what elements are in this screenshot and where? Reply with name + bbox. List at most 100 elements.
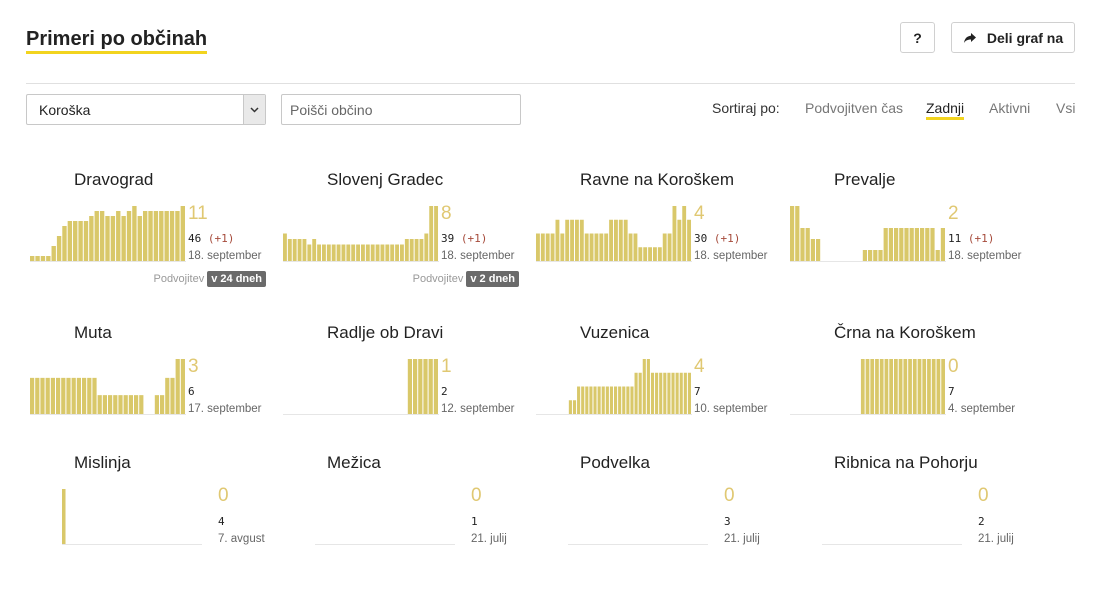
chart-bar xyxy=(865,359,870,414)
chart-bar xyxy=(570,219,575,261)
chart-bar xyxy=(618,219,623,261)
municipality-name: Slovenj Gradec xyxy=(327,170,444,189)
municipality-name: Muta xyxy=(74,323,112,342)
chart-bar xyxy=(175,359,180,414)
chart-bar xyxy=(361,244,365,261)
sort-option-active[interactable]: Aktivni xyxy=(989,100,1031,116)
chart-bar xyxy=(71,377,76,414)
chart-bar xyxy=(879,359,884,414)
chart-bar xyxy=(356,244,361,261)
municipality-chart xyxy=(30,206,186,262)
chart-bar xyxy=(683,372,687,414)
chart-bar xyxy=(92,377,97,414)
total-cases: 3 xyxy=(724,515,731,528)
chart-bar xyxy=(920,228,925,261)
municipality-name: Prevalje xyxy=(834,170,896,189)
chart-bar xyxy=(110,216,116,261)
chart-bar xyxy=(66,377,71,414)
chart-bar xyxy=(159,211,164,261)
municipality-name: Radlje ob Dravi xyxy=(327,323,444,342)
chart-bar xyxy=(914,228,919,261)
chart-bar xyxy=(99,211,105,261)
municipality-chart xyxy=(790,206,946,262)
chart-bar xyxy=(128,395,133,414)
chart-bar xyxy=(424,233,429,261)
chart-bar xyxy=(898,359,903,414)
chart-bar xyxy=(82,377,87,414)
sort-option-doubling[interactable]: Podvojitven čas xyxy=(805,100,904,116)
chart-bar xyxy=(912,359,917,414)
chart-bar xyxy=(659,372,663,414)
chart-bar xyxy=(875,359,879,414)
active-cases: 0 xyxy=(978,485,989,506)
active-cases: 3 xyxy=(188,356,199,377)
chart-bar xyxy=(116,211,121,261)
chart-bar xyxy=(148,211,153,261)
chart-bar xyxy=(341,244,346,261)
chart-bar xyxy=(137,216,142,261)
chart-bar xyxy=(292,239,297,261)
chart-bar xyxy=(105,216,110,261)
total-value: 39 xyxy=(441,232,455,245)
municipality-chart xyxy=(315,544,455,545)
chart-bar xyxy=(51,246,56,261)
chart-bar xyxy=(170,377,175,414)
chart-bar xyxy=(62,489,66,544)
chart-bar xyxy=(423,359,428,414)
municipality-chart xyxy=(283,359,439,415)
chart-bar xyxy=(643,247,648,261)
chart-bar xyxy=(653,247,657,261)
sort-label: Sortiraj po: xyxy=(712,100,780,116)
chart-bar xyxy=(180,206,185,261)
chart-bar xyxy=(672,206,677,261)
share-button[interactable]: Deli graf na xyxy=(951,22,1075,53)
municipality-card: Podvelka 0 3 21. julij xyxy=(532,453,772,593)
region-select[interactable]: Koroška xyxy=(26,94,266,125)
doubling-label: Podvojitev xyxy=(153,273,205,285)
municipality-card: Mežica 0 1 21. julij xyxy=(279,453,519,593)
total-value: 30 xyxy=(694,232,708,245)
chart-bar xyxy=(351,244,356,261)
municipality-chart xyxy=(822,544,962,545)
help-button[interactable]: ? xyxy=(900,22,935,53)
doubling-badge: v 24 dneh xyxy=(207,271,266,287)
chart-bar xyxy=(61,377,66,414)
chart-bar xyxy=(40,377,45,414)
chevron-down-icon[interactable] xyxy=(243,95,265,124)
chart-bar xyxy=(83,221,89,261)
chart-bar xyxy=(30,256,35,261)
chart-bar xyxy=(609,219,614,261)
search-input[interactable] xyxy=(281,94,521,125)
municipality-card: Ribnica na Pohorju 0 2 21. julij xyxy=(786,453,1026,593)
chart-bar xyxy=(931,359,936,414)
sort-option-latest[interactable]: Zadnji xyxy=(926,100,965,120)
total-cases: 11 (+1) xyxy=(948,232,994,245)
municipality-name: Ribnica na Pohorju xyxy=(834,453,978,472)
chart-bar xyxy=(638,247,643,261)
active-cases: 4 xyxy=(694,203,705,224)
chart-bar xyxy=(76,377,81,414)
chart-bar xyxy=(134,395,139,414)
municipality-chart xyxy=(30,359,186,415)
active-cases: 11 xyxy=(188,203,208,224)
municipality-chart xyxy=(283,206,439,262)
chart-bar xyxy=(903,359,908,414)
total-cases: 30 (+1) xyxy=(694,232,740,245)
sort-option-all[interactable]: Vsi xyxy=(1056,100,1076,116)
chart-bar xyxy=(579,219,584,261)
chart-bar xyxy=(62,226,67,261)
chart-bar xyxy=(78,221,83,261)
chart-bar xyxy=(628,233,633,261)
last-case-date: 18. september xyxy=(441,250,515,262)
chart-bar xyxy=(434,206,439,261)
chart-bar xyxy=(868,250,873,261)
chart-bar xyxy=(667,233,672,261)
chart-bar xyxy=(883,228,888,261)
chart-bar xyxy=(638,372,642,414)
last-case-date: 7. avgust xyxy=(218,533,265,545)
chart-bar xyxy=(671,372,675,414)
chart-bar xyxy=(888,228,893,261)
chart-bar xyxy=(165,377,170,414)
doubling-time: Podvojitev v 2 dneh xyxy=(413,271,519,287)
chart-bar xyxy=(662,233,667,261)
